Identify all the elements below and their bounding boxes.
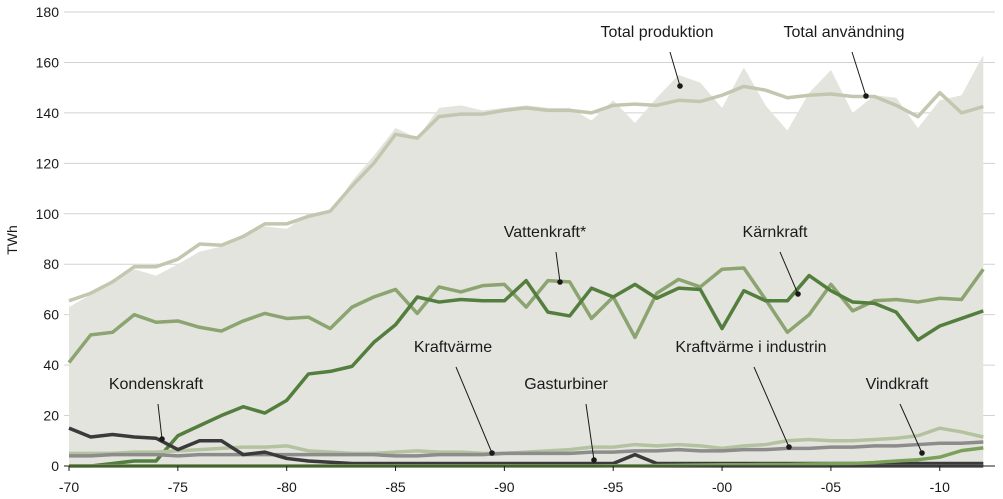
leader-dot [489, 450, 495, 456]
leader-dot [557, 279, 563, 285]
line [69, 273, 984, 468]
leader-line [555, 251, 561, 283]
series-label: Vattenkraft* [504, 224, 586, 241]
leader-dot [677, 83, 683, 89]
line [69, 440, 984, 458]
leader-line [455, 366, 493, 454]
series-label: Total produktion [601, 24, 714, 41]
leader-dot [159, 436, 165, 442]
leader-line [669, 51, 681, 87]
y-tick-label: 180 [36, 4, 60, 20]
y-tick-label: 140 [36, 105, 60, 121]
line [68, 84, 984, 303]
series-label: Total användning [784, 24, 905, 41]
y-tick-label: 60 [43, 307, 59, 323]
leader-line [851, 51, 867, 97]
leader-line [779, 251, 799, 295]
x-tick-label: -80 [277, 479, 297, 495]
area [69, 54, 984, 466]
y-axis-label: TWh [4, 225, 20, 255]
x-tick-label: -70 [59, 479, 79, 495]
y-tick-label: 0 [51, 458, 59, 474]
line [67, 266, 985, 364]
leader-line [753, 366, 790, 448]
leader-line [899, 403, 923, 454]
leader-dot [786, 444, 792, 450]
series-label: Kärnkraft [743, 224, 808, 241]
series-label: Gasturbiner [524, 376, 608, 393]
series-label: Kondenskraft [109, 376, 204, 393]
leader-dot [795, 291, 801, 297]
leader-line [585, 403, 595, 461]
y-tick-label: 20 [43, 408, 59, 424]
x-tick-label: -10 [930, 479, 950, 495]
y-tick-label: 100 [36, 206, 60, 222]
x-tick-label: -00 [712, 479, 732, 495]
leader-dot [591, 457, 597, 463]
y-tick-label: 40 [43, 357, 59, 373]
series-label: Kraftvärme [414, 339, 492, 356]
series-label: Vindkraft [866, 376, 929, 393]
y-tick-label: 120 [36, 155, 60, 171]
x-tick-label: -05 [821, 479, 841, 495]
y-tick-label: 160 [36, 54, 60, 70]
leader-dot [863, 93, 869, 99]
leader-line [157, 403, 163, 440]
x-tick-label: -85 [385, 479, 405, 495]
series-label: Kraftvärme i industrin [675, 339, 826, 356]
x-tick-label: -95 [603, 479, 623, 495]
x-tick-label: -75 [168, 479, 188, 495]
y-tick-label: 80 [43, 256, 59, 272]
leader-dot [919, 450, 925, 456]
x-tick-label: -90 [494, 479, 514, 495]
